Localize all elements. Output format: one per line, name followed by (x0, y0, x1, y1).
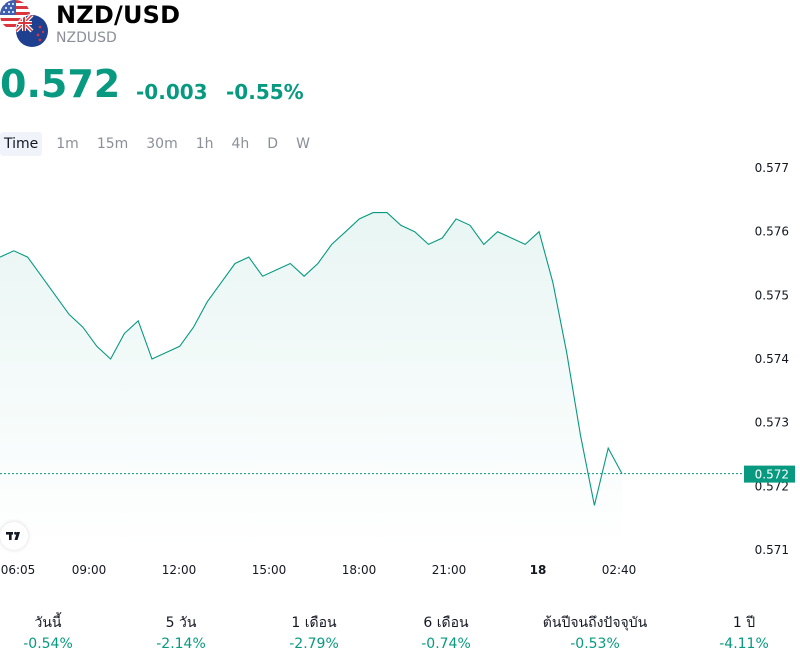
timeframe-tabs: Time 1m 15m 30m 1h 4h D W (0, 132, 324, 156)
perf-value: -2.79% (289, 636, 339, 652)
perf-item-ytd[interactable]: ต้นปีจนถึงปัจจุบัน -0.53% (520, 612, 670, 654)
perf-label: 5 วัน (165, 615, 197, 631)
y-tick-label: 0.577 (755, 161, 789, 175)
perf-label: วันนี้ (34, 615, 62, 631)
price-change: -0.003 (136, 80, 208, 104)
perf-value: -0.54% (23, 636, 73, 652)
perf-item-1m[interactable]: 1 เดือน -2.79% (266, 612, 362, 654)
perf-value: -2.14% (156, 636, 206, 652)
tab-1h[interactable]: 1h (195, 136, 214, 152)
perf-item-5d[interactable]: 5 วัน -2.14% (133, 612, 229, 654)
tab-30m[interactable]: 30m (146, 136, 178, 152)
price-change-percent: -0.55% (226, 80, 304, 104)
symbol-header: NZD/USD NZDUSD (0, 0, 800, 60)
x-tick-label: 18:00 (342, 563, 377, 577)
perf-label: 1 ปี (732, 615, 756, 631)
perf-value: -0.74% (421, 636, 471, 652)
tab-time[interactable]: Time (0, 132, 43, 156)
price-area-fill (0, 212, 622, 550)
quote-row: 0.572 -0.003 -0.55% (0, 62, 800, 112)
x-tick-label: 18 (530, 563, 547, 577)
x-tick-label: 21:00 (432, 563, 467, 577)
perf-label: 6 เดือน (423, 615, 469, 631)
performance-summary: วันนี้ -0.54% 5 วัน -2.14% 1 เดือน -2.79… (0, 612, 800, 656)
tradingview-logo-icon[interactable] (0, 522, 28, 550)
x-tick-label: 06:05 (1, 563, 36, 577)
symbol-code: NZDUSD (56, 30, 117, 46)
x-tick-label: 09:00 (72, 563, 107, 577)
perf-value: -4.11% (719, 636, 769, 652)
y-tick-label: 0.572 (755, 479, 789, 493)
x-tick-label: 15:00 (252, 563, 287, 577)
tab-d[interactable]: D (267, 136, 279, 152)
symbol-title: NZD/USD (56, 1, 181, 29)
currency-pair-flags-icon (0, 0, 49, 48)
nz-flag-icon (16, 15, 48, 47)
perf-item-today[interactable]: วันนี้ -0.54% (0, 612, 96, 654)
tab-w[interactable]: W (296, 136, 310, 152)
price-chart-svg[interactable]: 0.577 0.576 0.575 0.574 0.573 0.572 0.571 0.572… (0, 156, 800, 586)
tradingview-logo-glyph (6, 531, 20, 540)
x-tick-label: 02:40 (602, 563, 637, 577)
y-tick-label: 0.575 (755, 288, 789, 302)
y-tick-label: 0.574 (755, 352, 789, 366)
perf-item-1y[interactable]: 1 ปี -4.11% (696, 612, 792, 654)
x-tick-label: 12:00 (162, 563, 197, 577)
perf-label: 1 เดือน (291, 615, 337, 631)
price-series-line (0, 212, 623, 506)
current-price-badge-label: 0.572 (755, 468, 789, 482)
price-chart[interactable]: 0.577 0.576 0.575 0.574 0.573 0.572 0.571 0.572… (0, 156, 800, 586)
current-price-badge (744, 465, 795, 483)
y-tick-label: 0.571 (755, 543, 789, 557)
tab-15m[interactable]: 15m (96, 136, 129, 152)
tab-1m[interactable]: 1m (56, 136, 79, 152)
y-tick-label: 0.576 (755, 225, 789, 239)
last-price: 0.572 (0, 62, 121, 106)
perf-label: ต้นปีจนถึงปัจจุบัน (542, 615, 648, 631)
tab-4h[interactable]: 4h (231, 136, 250, 152)
y-tick-label: 0.573 (755, 416, 789, 430)
perf-item-6m[interactable]: 6 เดือน -0.74% (398, 612, 494, 654)
perf-value: -0.53% (570, 636, 620, 652)
